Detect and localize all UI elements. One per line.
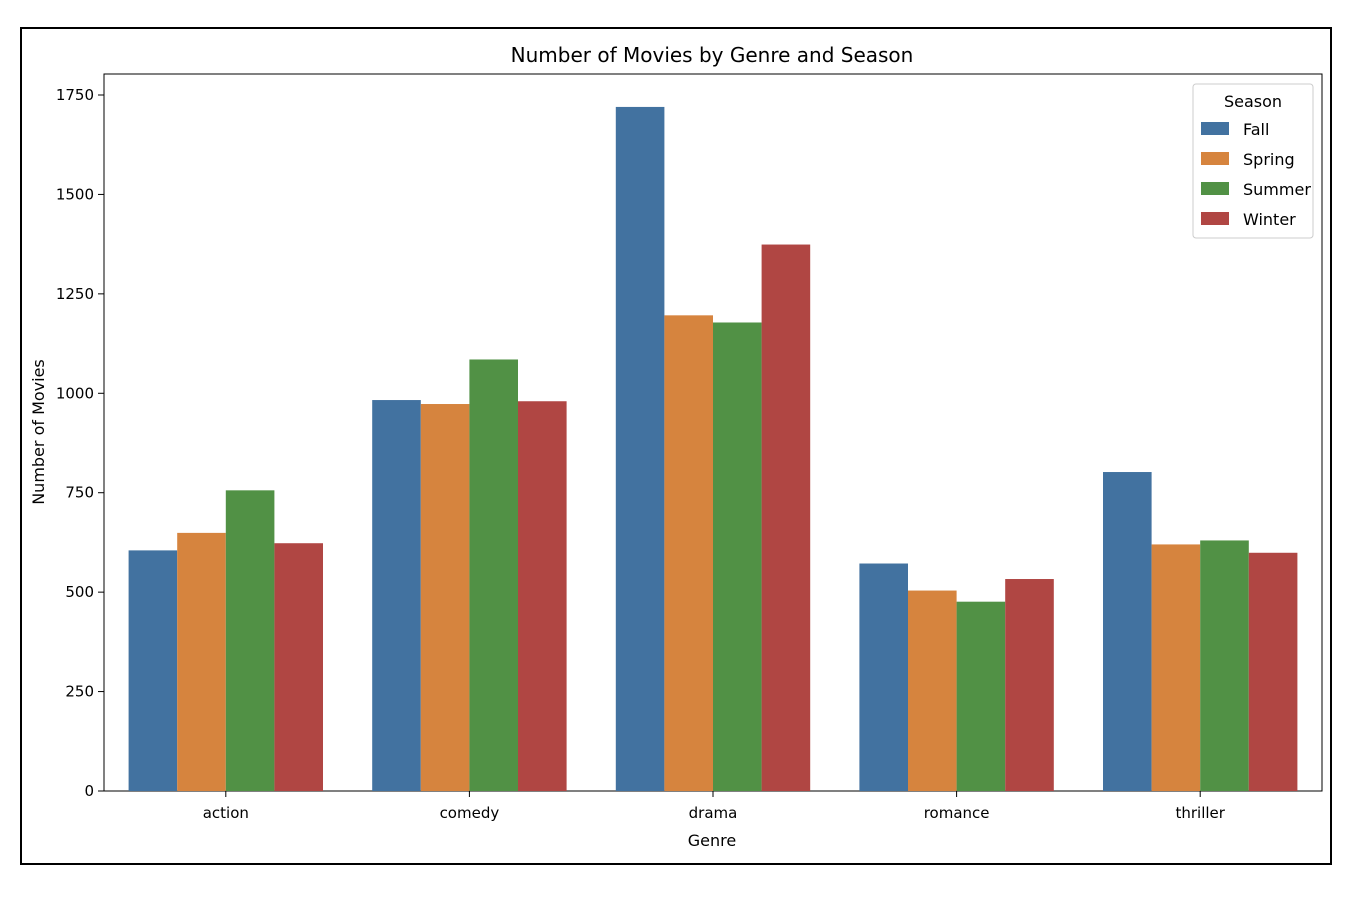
legend: Season Fall Spring Summer Winter	[1192, 83, 1314, 239]
x-tick-label: action	[203, 804, 249, 822]
bar-comedy-summer	[469, 359, 518, 791]
bar-romance-fall	[859, 563, 908, 791]
bar-action-spring	[177, 532, 226, 791]
y-tick-label: 250	[65, 683, 94, 701]
bar-drama-spring	[664, 315, 713, 791]
legend-label-spring: Spring	[1243, 150, 1295, 169]
bar-romance-spring	[908, 590, 957, 791]
bar-drama-fall	[615, 106, 665, 792]
bar-thriller-winter	[1248, 552, 1298, 791]
legend-swatch-winter	[1201, 212, 1229, 225]
bar-action-winter	[274, 543, 323, 791]
bar-action-summer	[225, 490, 275, 791]
y-tick-label: 500	[65, 583, 94, 601]
legend-label-fall: Fall	[1243, 120, 1269, 139]
x-tick-label: drama	[689, 804, 738, 822]
x-axis: action comedy drama romance thriller	[203, 791, 1226, 822]
x-tick-label: thriller	[1175, 804, 1225, 822]
y-tick-label: 1500	[56, 185, 94, 203]
bar-thriller-fall	[1103, 472, 1152, 791]
bar-comedy-winter	[518, 401, 567, 791]
bar-drama-winter	[761, 244, 811, 792]
bars-group	[128, 106, 1298, 792]
x-axis-label: Genre	[688, 831, 736, 850]
legend-label-summer: Summer	[1243, 180, 1311, 199]
bar-comedy-spring	[420, 404, 470, 791]
y-axis: 0 250 500 750 1000 1250 1500 1750	[56, 86, 104, 800]
bar-action-fall	[128, 550, 178, 791]
y-axis-label: Number of Movies	[29, 359, 48, 505]
chart-title: Number of Movies by Genre and Season	[511, 43, 914, 67]
x-tick-label: romance	[924, 804, 990, 822]
legend-swatch-spring	[1201, 152, 1229, 165]
y-tick-label: 1750	[56, 86, 94, 104]
bar-romance-summer	[956, 601, 1006, 791]
x-tick-label: comedy	[440, 804, 500, 822]
bar-drama-summer	[713, 322, 762, 791]
y-tick-label: 750	[65, 484, 94, 502]
legend-swatch-summer	[1201, 182, 1229, 195]
y-tick-label: 1250	[56, 285, 94, 303]
legend-swatch-fall	[1201, 122, 1229, 135]
bar-romance-winter	[1005, 579, 1054, 791]
bar-thriller-spring	[1151, 544, 1201, 791]
legend-title: Season	[1224, 92, 1282, 111]
bar-thriller-summer	[1200, 540, 1249, 791]
y-tick-label: 1000	[56, 384, 94, 402]
legend-label-winter: Winter	[1243, 210, 1296, 229]
bar-comedy-fall	[372, 400, 421, 791]
y-tick-label: 0	[84, 782, 94, 800]
